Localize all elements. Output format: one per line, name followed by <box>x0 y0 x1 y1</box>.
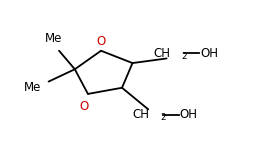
Text: O: O <box>96 35 106 48</box>
Text: Me: Me <box>24 81 42 94</box>
Text: CH: CH <box>132 108 149 121</box>
Text: O: O <box>79 100 89 113</box>
Text: Me: Me <box>45 32 63 45</box>
Text: OH: OH <box>200 47 218 60</box>
Text: 2: 2 <box>181 52 187 61</box>
Text: 2: 2 <box>161 113 166 122</box>
Text: OH: OH <box>180 108 198 121</box>
Text: CH: CH <box>153 47 170 60</box>
